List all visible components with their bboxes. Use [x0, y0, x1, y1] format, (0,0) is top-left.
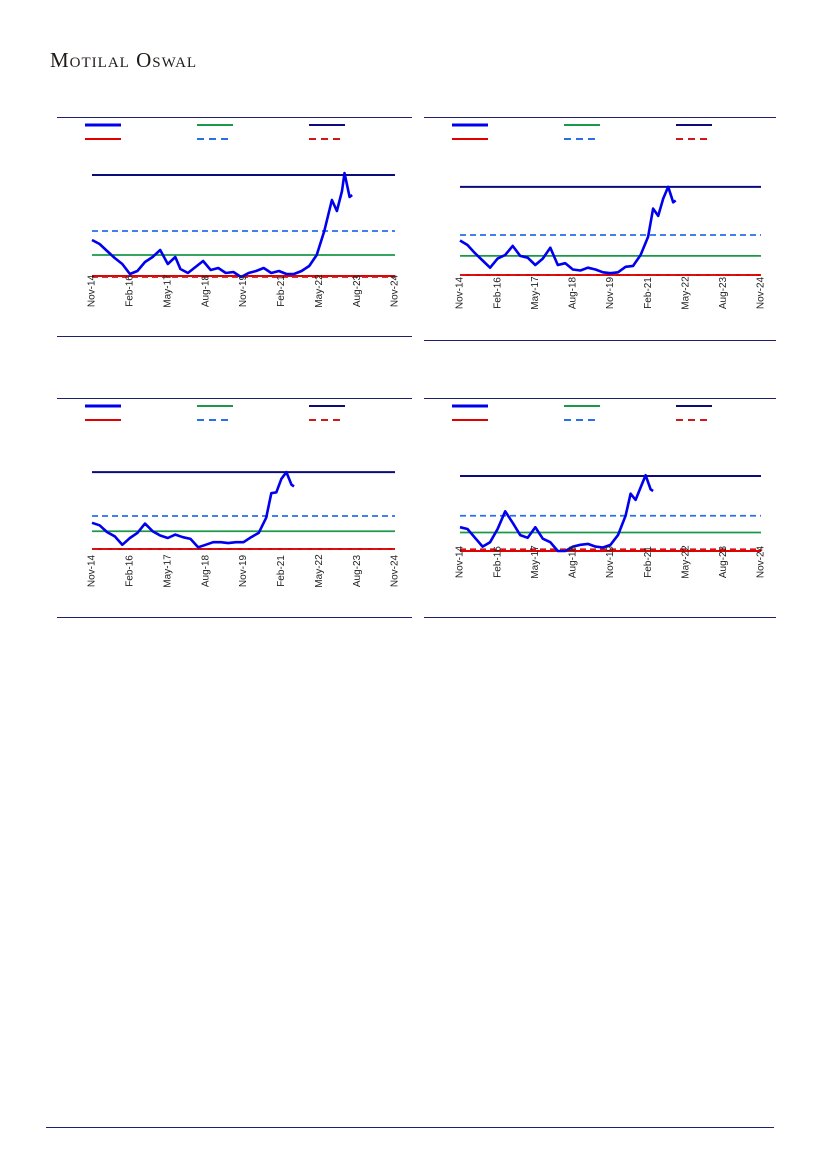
x-tick-label: Aug-18: [568, 545, 579, 578]
x-tick-label: Nov-24: [756, 276, 767, 309]
x-tick-label: May-17: [530, 545, 541, 579]
x-tick-label: Nov-19: [605, 545, 616, 578]
x-tick-label: May-17: [162, 274, 173, 308]
x-tick-label: Nov-14: [87, 554, 98, 587]
x-tick-label: May-22: [680, 545, 691, 579]
x-tick-label: Nov-14: [455, 545, 466, 578]
x-tick-label: May-22: [314, 554, 325, 588]
chart-svg: Nov-14 Feb-16 May-17 Aug-18 Nov-19 Feb-21 May-…: [57, 398, 412, 618]
x-tick-label: Feb-21: [276, 275, 287, 307]
x-tick-label: Nov-24: [390, 274, 401, 307]
x-tick-label: Feb-21: [276, 555, 287, 587]
x-tick-label: Feb-16: [492, 277, 503, 309]
x-tick-label: Nov-24: [756, 545, 767, 578]
chart-panel-2: Nov-14 Feb-16 May-17 Aug-18 Nov-19 Feb-21 May-…: [424, 117, 776, 341]
x-tick-label: Nov-19: [238, 274, 249, 307]
x-tick-label: Aug-18: [200, 554, 211, 587]
series-line: [459, 185, 677, 275]
x-tick-label: Aug-23: [352, 554, 363, 587]
x-tick-label: May-22: [314, 274, 325, 308]
footer-rule: [46, 1127, 774, 1128]
x-tick-label: Aug-23: [352, 274, 363, 307]
x-tick-label: Feb-21: [643, 277, 654, 309]
x-tick-label: Aug-18: [568, 276, 579, 309]
x-tick-label: May-22: [680, 276, 691, 310]
chart-panel-1: Nov-14 Feb-16 May-17 Aug-18 Nov-19 Feb-21 May-…: [57, 117, 412, 337]
x-tick-label: Feb-16: [125, 555, 136, 587]
x-tick-label: Aug-18: [200, 274, 211, 307]
chart-svg: Nov-14 Feb-16 May-17 Aug-18 Nov-19 Feb-21 May-…: [424, 117, 776, 341]
x-tick-label: Nov-14: [455, 276, 466, 309]
x-tick-label: Feb-16: [492, 546, 503, 578]
brand-logo: Motilal Oswal: [50, 48, 198, 72]
chart-panel-4: Nov-14 Feb-16 May-17 Aug-18 Nov-19 Feb-21 May-…: [424, 398, 776, 618]
x-tick-label: May-17: [530, 276, 541, 310]
series-line: [91, 171, 353, 279]
x-tick-label: Aug-23: [718, 545, 729, 578]
chart-svg: Nov-14 Feb-16 May-17 Aug-18 Nov-19 Feb-21 May-…: [57, 117, 412, 337]
series-line: [459, 473, 654, 553]
x-tick-label: May-17: [162, 554, 173, 588]
x-tick-label: Nov-19: [238, 554, 249, 587]
series-line: [91, 470, 295, 549]
x-tick-label: Aug-23: [718, 276, 729, 309]
x-tick-label: Nov-14: [87, 274, 98, 307]
x-tick-label: Nov-24: [390, 554, 401, 587]
x-tick-label: Nov-19: [605, 276, 616, 309]
x-tick-label: Feb-21: [643, 546, 654, 578]
chart-panel-3: Nov-14 Feb-16 May-17 Aug-18 Nov-19 Feb-21 May-…: [57, 398, 412, 618]
x-tick-label: Feb-16: [125, 275, 136, 307]
chart-svg: Nov-14 Feb-16 May-17 Aug-18 Nov-19 Feb-21 May-…: [424, 398, 776, 618]
